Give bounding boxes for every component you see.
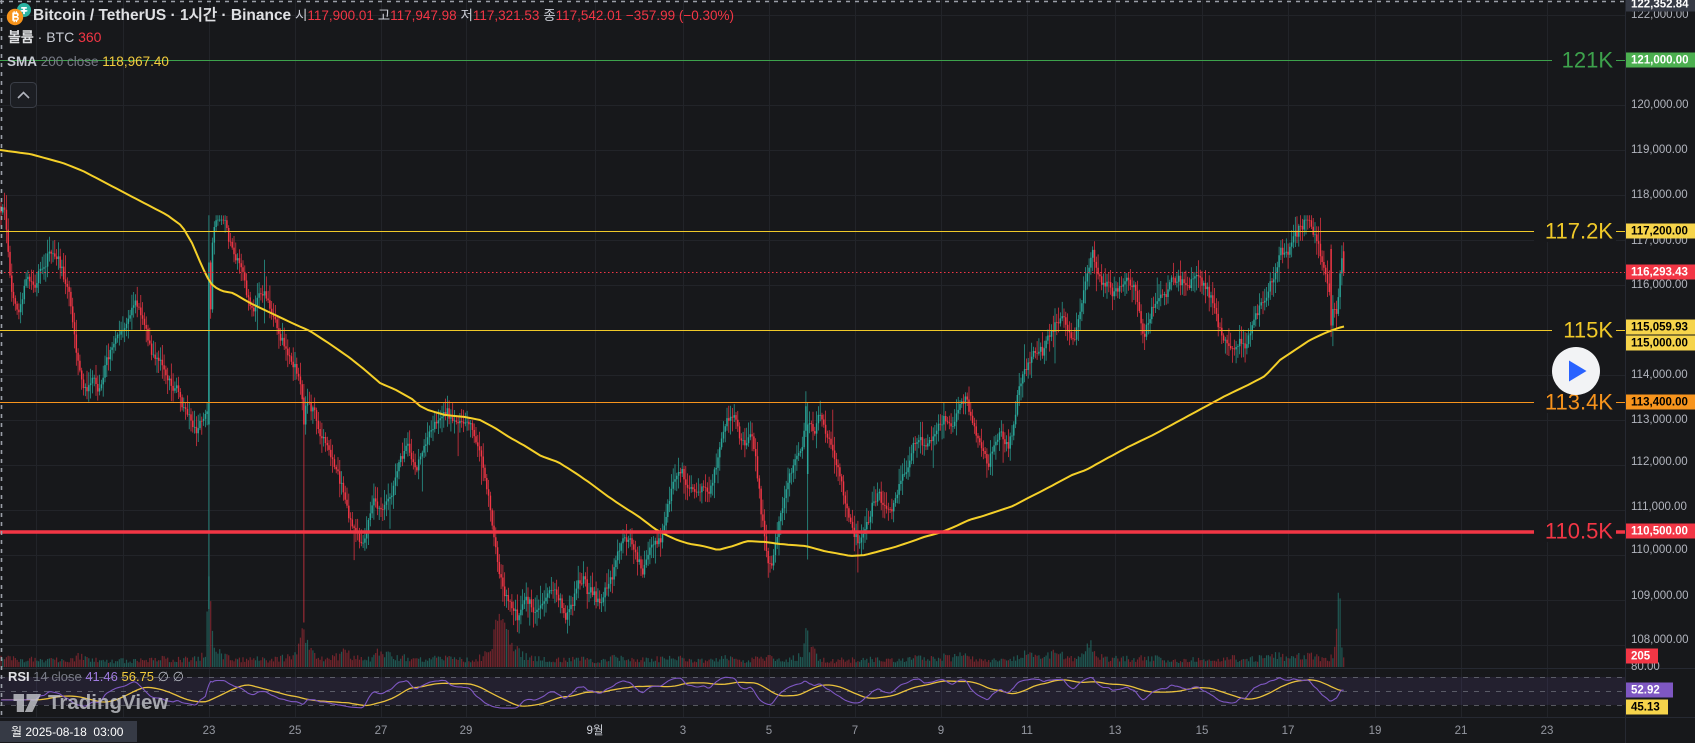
svg-text:월 2025-08-18 03:00: 월 2025-08-18 03:00 [11, 725, 124, 739]
svg-text:113,400.00: 113,400.00 [1631, 397, 1688, 409]
svg-text:115K: 115K [1563, 318, 1613, 343]
svg-text:117.2K: 117.2K [1545, 219, 1613, 244]
svg-text:15: 15 [1196, 725, 1209, 737]
svg-text:119,000.00: 119,000.00 [1631, 144, 1688, 156]
svg-text:108,000.00: 108,000.00 [1631, 634, 1689, 646]
svg-text:9월: 9월 [587, 724, 604, 737]
svg-text:116,293.43: 116,293.43 [1631, 267, 1688, 279]
svg-text:SMA 200 close 118,967.40: SMA 200 close 118,967.40 [7, 54, 169, 69]
svg-text:120,000.00: 120,000.00 [1631, 99, 1689, 111]
svg-text:116,000.00: 116,000.00 [1631, 279, 1688, 291]
svg-text:5: 5 [766, 725, 772, 737]
svg-text:122,000.00: 122,000.00 [1631, 9, 1689, 21]
svg-text:7: 7 [852, 725, 858, 737]
svg-text:29: 29 [460, 725, 473, 737]
svg-text:11: 11 [1021, 725, 1033, 737]
svg-text:9: 9 [938, 725, 944, 737]
svg-text:121,000.00: 121,000.00 [1631, 55, 1689, 67]
svg-text:45.13: 45.13 [1631, 702, 1660, 714]
svg-text:Bitcoin / TetherUS · 1시간 · Bin: Bitcoin / TetherUS · 1시간 · Binance 시117,… [33, 6, 734, 24]
svg-text:205: 205 [1631, 651, 1651, 663]
svg-text:114,000.00: 114,000.00 [1631, 369, 1688, 381]
svg-text:80.00: 80.00 [1631, 661, 1660, 673]
svg-text:109,000.00: 109,000.00 [1631, 590, 1689, 602]
svg-text:볼륨 · BTC 360: 볼륨 · BTC 360 [8, 29, 102, 45]
svg-text:17: 17 [1282, 725, 1295, 737]
svg-text:112,000.00: 112,000.00 [1631, 456, 1688, 468]
svg-text:110,500.00: 110,500.00 [1631, 526, 1688, 538]
svg-text:25: 25 [289, 725, 302, 737]
svg-text:113,000.00: 113,000.00 [1631, 414, 1688, 426]
svg-text:TradingView: TradingView [48, 691, 168, 714]
svg-text:122,352.84: 122,352.84 [1631, 0, 1689, 11]
svg-text:23: 23 [203, 725, 216, 737]
svg-text:23: 23 [1541, 725, 1554, 737]
svg-text:111,000.00: 111,000.00 [1631, 501, 1687, 513]
svg-text:110,000.00: 110,000.00 [1631, 544, 1688, 556]
svg-text:115,000.00: 115,000.00 [1631, 338, 1688, 350]
svg-text:110.5K: 110.5K [1545, 519, 1613, 544]
svg-text:118,000.00: 118,000.00 [1631, 189, 1688, 201]
svg-text:21: 21 [1455, 725, 1468, 737]
svg-text:13: 13 [1109, 725, 1122, 737]
svg-text:19: 19 [1369, 725, 1382, 737]
svg-text:52.92: 52.92 [1631, 685, 1660, 697]
svg-text:117,200.00: 117,200.00 [1631, 226, 1688, 238]
svg-text:115,059.93: 115,059.93 [1631, 322, 1688, 334]
svg-text:27: 27 [375, 725, 388, 737]
svg-text:121K: 121K [1562, 48, 1614, 73]
svg-text:3: 3 [680, 725, 686, 737]
svg-text:RSI 14 close 41.46 56.75 ∅: RSI 14 close 41.46 56.75 ∅ ∅ [8, 669, 184, 684]
